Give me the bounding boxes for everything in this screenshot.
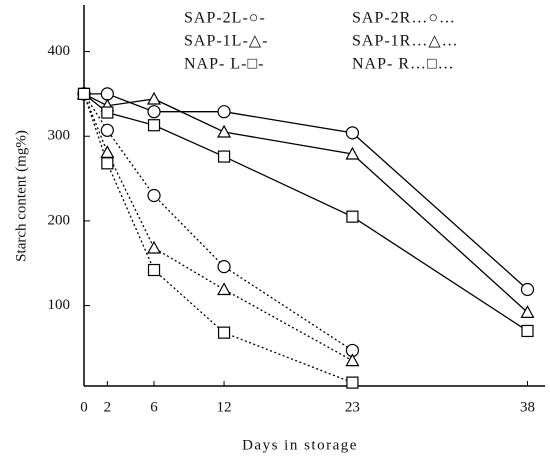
point (217, 105, 231, 119)
x-tick-label: 12 (217, 399, 232, 415)
point (217, 326, 231, 339)
legend-entry: SAP-1L-△- (184, 33, 268, 50)
legend-entry: SAP-2L-○- (184, 10, 266, 27)
x-tick-label: 0 (80, 399, 88, 415)
point (100, 87, 114, 101)
y-tick-label: 400 (48, 43, 71, 59)
point (147, 240, 162, 254)
series-line (83, 93, 528, 313)
point (101, 106, 114, 119)
x-tick-label: 38 (520, 399, 535, 415)
point (100, 145, 115, 158)
point (147, 188, 161, 203)
x-tick-label: 2 (104, 399, 112, 415)
x-axis-label: Days in storage (242, 437, 358, 453)
y-tick-label: 300 (48, 128, 71, 144)
point (217, 260, 231, 274)
point (346, 210, 359, 223)
x-tick-label: 6 (150, 399, 158, 415)
point (345, 146, 360, 160)
y-tick-label: 200 (48, 212, 71, 228)
point (520, 282, 535, 297)
legend-entry: SAP-1R…△… (352, 33, 459, 50)
legend-entry: SAP-2R…○… (352, 10, 456, 27)
point (521, 324, 534, 338)
point (147, 105, 161, 119)
y-axis-label: Starch content (mg%) (13, 130, 29, 262)
legend-entry: NAP- R…□… (352, 56, 455, 73)
point (217, 150, 231, 163)
point (147, 119, 161, 132)
series-line (83, 93, 353, 351)
point (345, 353, 360, 367)
point (77, 87, 91, 101)
point (100, 123, 114, 137)
point (346, 376, 359, 389)
y-tick-label: 100 (48, 297, 71, 313)
series-line (83, 93, 353, 362)
legend-entry: NAP- L-□- (184, 56, 264, 73)
point (217, 282, 232, 296)
point (147, 91, 162, 105)
point (345, 126, 360, 140)
point (217, 124, 232, 138)
point (101, 157, 114, 170)
x-tick-label: 23 (345, 399, 360, 415)
point (147, 263, 161, 277)
point (520, 305, 535, 318)
